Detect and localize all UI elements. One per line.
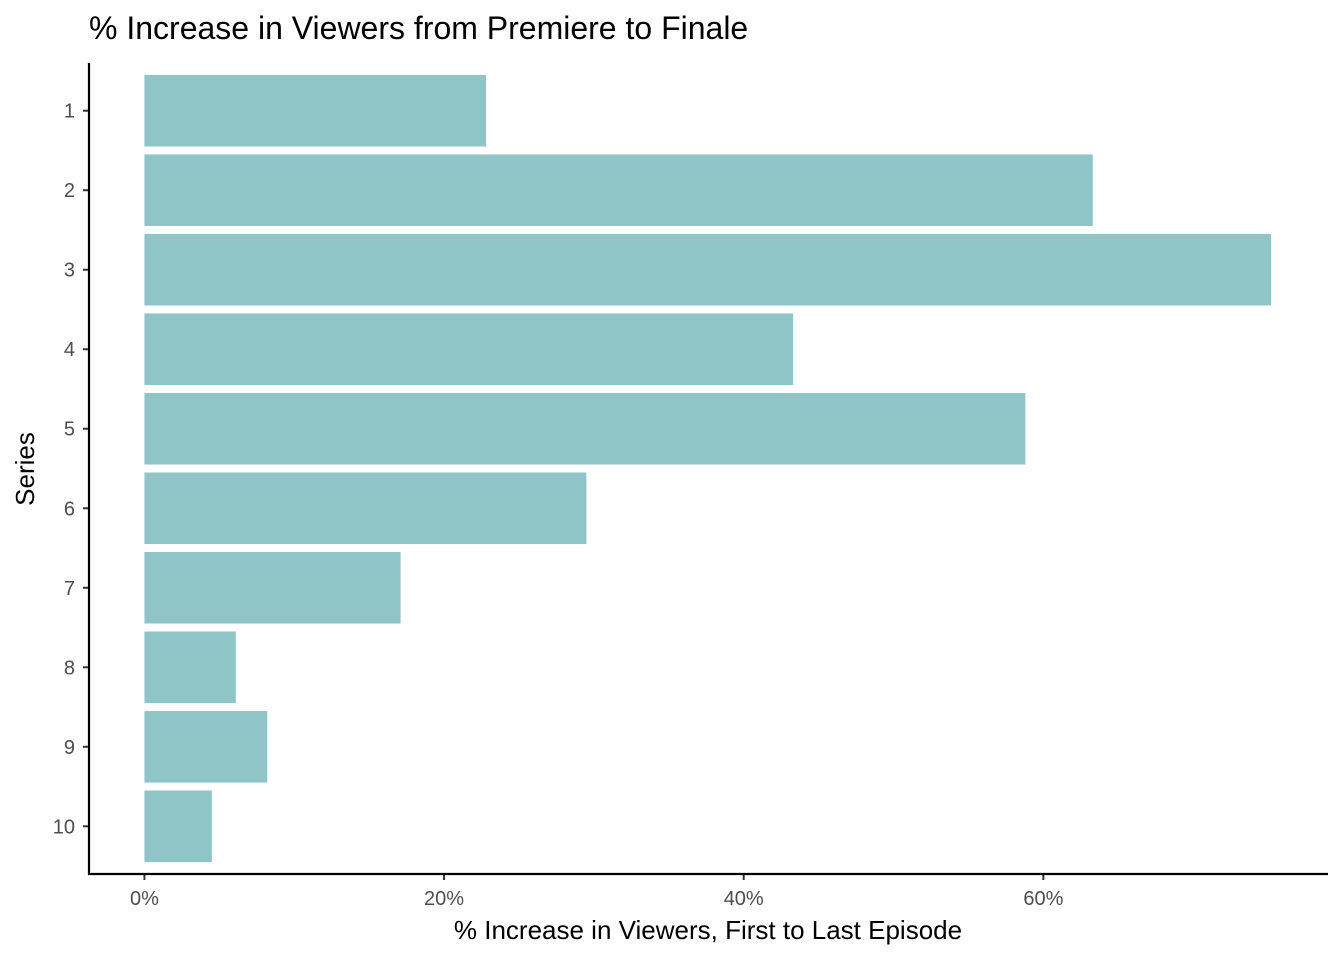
bar-series-3	[144, 233, 1272, 306]
bar-series-1	[144, 74, 487, 147]
bar-series-5	[144, 392, 1026, 465]
x-tick-label: 60%	[1023, 888, 1063, 910]
y-tick-label: 6	[64, 498, 75, 520]
y-tick-label: 9	[64, 737, 75, 759]
x-axis-ticks: 0% 20% 40% 60%	[130, 874, 1064, 910]
y-tick-label: 4	[64, 339, 75, 361]
bar-series-6	[144, 472, 587, 545]
x-tick-label: 40%	[724, 888, 764, 910]
bar-series-9	[144, 711, 268, 783]
x-tick-label: 20%	[424, 888, 464, 910]
bar-series-4	[144, 313, 794, 386]
bar-series-8	[144, 631, 236, 704]
bar-series-2	[144, 154, 1093, 226]
bar-series-10	[144, 790, 212, 863]
y-axis-title: Series	[10, 432, 40, 506]
x-axis-title: % Increase in Viewers, First to Last Epi…	[454, 915, 962, 945]
y-tick-label: 7	[64, 578, 75, 600]
y-tick-label: 2	[64, 180, 75, 202]
y-tick-label: 5	[64, 419, 75, 441]
y-tick-label: 3	[64, 260, 75, 282]
y-tick-label: 1	[64, 101, 75, 123]
y-tick-label: 8	[64, 657, 75, 679]
chart-title: % Increase in Viewers from Premiere to F…	[89, 10, 748, 46]
y-tick-label: 10	[53, 816, 75, 838]
bars-layer	[144, 74, 1272, 863]
y-axis-ticks: 1 2 3 4 5 6 7 8 9 10	[53, 101, 89, 838]
bar-series-7	[144, 551, 401, 624]
x-tick-label: 0%	[130, 888, 159, 910]
